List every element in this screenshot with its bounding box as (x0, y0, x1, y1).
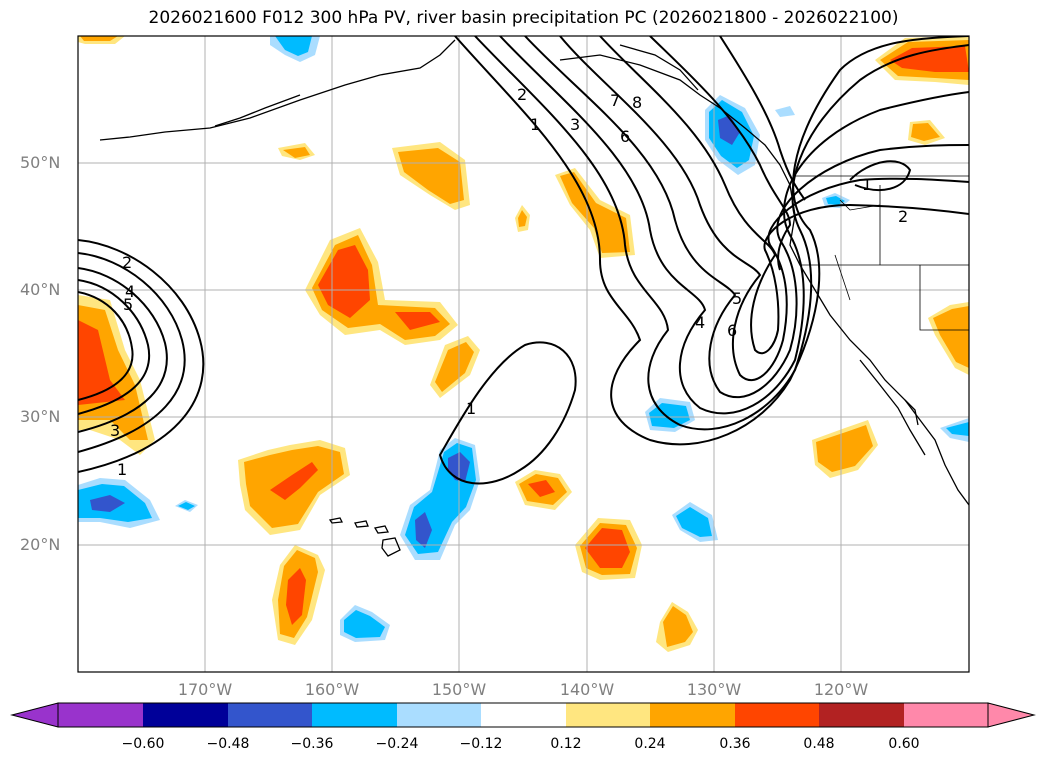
colorbar-bin (650, 703, 735, 727)
contour-label: 3 (110, 421, 120, 440)
lon-label-170w: 170°W (177, 680, 233, 699)
contour-label: 2 (898, 207, 908, 226)
positive-anomaly-142w-45n (555, 168, 635, 258)
pv-contour-labels: 2 1 3 7 8 6 2 4 5 3 1 1 4 5 6 1 2 (110, 85, 908, 479)
colorbar-tick: 0.36 (719, 736, 751, 752)
political-borders (795, 175, 969, 331)
contour-label: 6 (620, 127, 630, 146)
lon-label-150w: 150°W (431, 680, 487, 699)
colorbar-extend-max (987, 702, 1036, 728)
contour-label: 4 (695, 313, 705, 332)
contour-label: 5 (123, 295, 133, 314)
colorbar-tick: −0.36 (290, 736, 334, 752)
colorbar-bin (481, 703, 566, 727)
colorbar-segments (58, 703, 988, 727)
colorbar-tick: 0.24 (634, 736, 666, 752)
lat-label-20n: 20°N (20, 535, 61, 554)
contour-label: 2 (122, 253, 132, 272)
negative-anomaly-158w-58n (270, 36, 320, 62)
positive-anomaly-120w-28n (812, 420, 878, 478)
lon-label-140w: 140°W (559, 680, 615, 699)
colorbar-tick: 0.48 (803, 736, 835, 752)
colorbar-tick: −0.60 (121, 736, 165, 752)
graticule (78, 36, 969, 672)
colorbar-bin (735, 703, 819, 727)
positive-anomaly-160w-40n (305, 228, 458, 345)
lat-label-50n: 50°N (20, 153, 61, 172)
colorbar-tick: 0.12 (550, 736, 582, 752)
contour-label: 1 (862, 175, 872, 194)
negative-anomaly-128w-53n (705, 95, 760, 175)
positive-anomaly-small-50n (278, 143, 315, 160)
map-area: 2 1 3 7 8 6 2 4 5 3 1 1 4 5 6 1 2 (78, 36, 969, 672)
positive-anomaly-150w-35n (430, 336, 480, 398)
colorbar-bin (58, 703, 143, 727)
positive-anomaly-150w-50n (392, 142, 470, 210)
pv-contours (78, 36, 969, 485)
positive-anomaly-133w-13n (656, 602, 698, 652)
colorbar-bin (143, 703, 228, 727)
colorbar-bin (566, 703, 650, 727)
contour-label: 8 (632, 93, 642, 112)
positive-anomaly-nw-corner (78, 36, 125, 44)
negative-anomaly-150w-25n (400, 438, 480, 560)
lat-label-40n: 40°N (20, 280, 61, 299)
positive-anomaly-162w-15n (272, 545, 325, 645)
contour-label: 7 (610, 91, 620, 110)
map-frame (77, 35, 970, 673)
colorbar-tick: −0.24 (375, 736, 419, 752)
contour-label: 1 (466, 399, 476, 418)
positive-anomaly-147w-45n (515, 205, 530, 232)
colorbar-tick: 0.60 (888, 736, 920, 752)
lon-label-160w: 160°W (304, 680, 360, 699)
lon-label-120w: 120°W (813, 680, 869, 699)
colorbar-tick: −0.12 (459, 736, 503, 752)
contour-label: 3 (570, 115, 580, 134)
colorbar-bin (228, 703, 312, 727)
negative-anomaly-east-28n (940, 418, 969, 442)
precip-shading (78, 36, 969, 652)
contour-label: 1 (117, 460, 127, 479)
ocean-background (78, 36, 969, 672)
lat-label-30n: 30°N (20, 407, 61, 426)
negative-anomaly-133w-21n (672, 502, 718, 542)
positive-anomaly-east-40n (928, 302, 969, 375)
positive-anomaly-137w-19n (575, 518, 642, 580)
colorbar-frame (57, 702, 989, 728)
negative-anomaly-small-172w (175, 500, 198, 512)
colorbar-bin (819, 703, 904, 727)
colorbar (10, 702, 1036, 728)
colorbar-bin (397, 703, 481, 727)
positive-anomaly-143w-23n (515, 470, 572, 510)
coastlines (99, 39, 969, 557)
negative-anomaly-small-52n (775, 106, 795, 117)
colorbar-tick: −0.48 (206, 736, 250, 752)
positive-anomaly-165w-25n (238, 440, 350, 535)
contour-label: 1 (530, 115, 540, 134)
negative-anomaly-west-24n (78, 478, 160, 528)
colorbar-bin (312, 703, 397, 727)
positive-anomaly-west-edge (78, 295, 155, 455)
contour-label: 5 (732, 289, 742, 308)
contour-label: 4 (125, 282, 135, 301)
contour-label: 2 (517, 85, 527, 104)
lon-label-130w: 130°W (686, 680, 742, 699)
negative-anomaly-157w-14n (340, 605, 390, 642)
colorbar-extend-min (10, 702, 59, 728)
contour-label: 6 (727, 321, 737, 340)
map-title: 2026021600 F012 300 hPa PV, river basin … (148, 8, 899, 28)
colorbar-bin (904, 703, 988, 727)
positive-anomaly-east-52n (908, 120, 945, 145)
